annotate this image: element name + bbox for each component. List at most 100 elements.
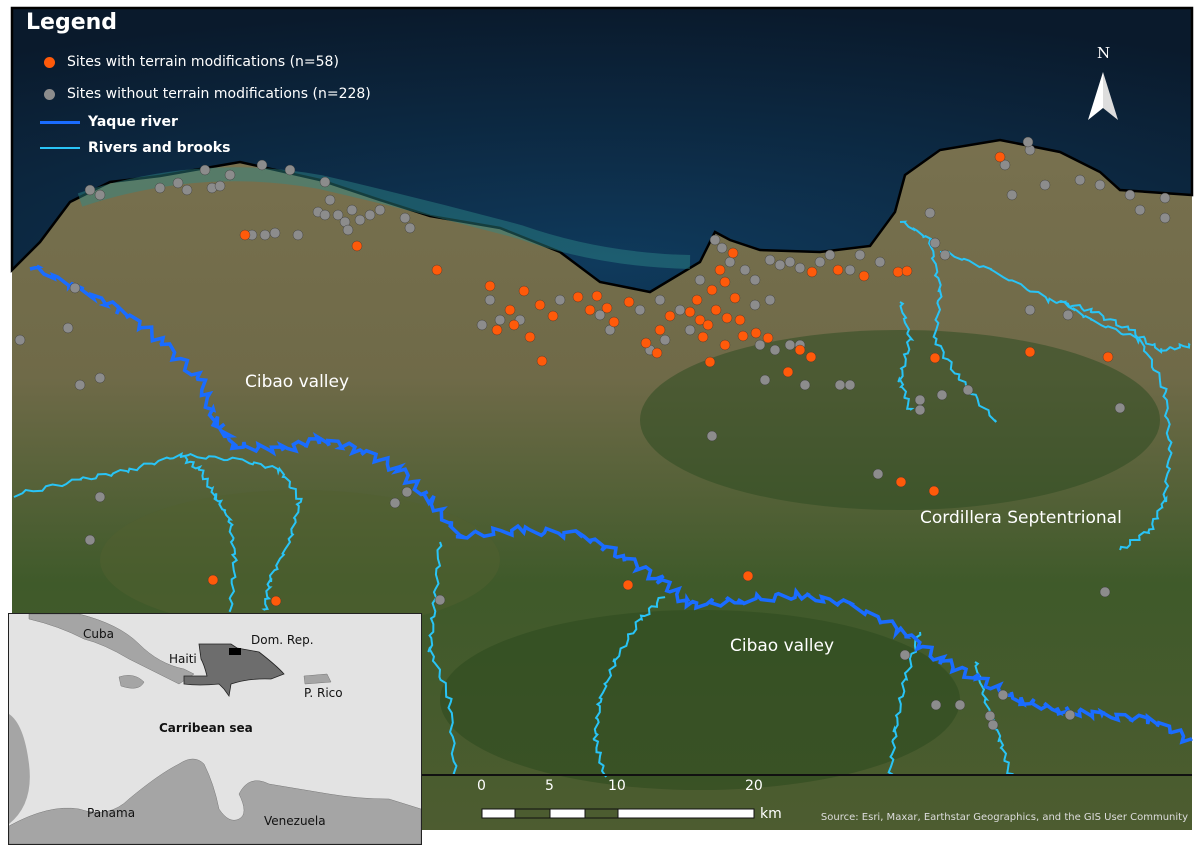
site-modified-marker[interactable] bbox=[601, 302, 613, 314]
site-unmodified-marker[interactable] bbox=[924, 207, 936, 219]
site-modified-marker[interactable] bbox=[721, 312, 733, 324]
site-modified-marker[interactable] bbox=[719, 339, 731, 351]
site-unmodified-marker[interactable] bbox=[987, 719, 999, 731]
site-unmodified-marker[interactable] bbox=[259, 229, 271, 241]
site-modified-marker[interactable] bbox=[536, 355, 548, 367]
site-unmodified-marker[interactable] bbox=[844, 264, 856, 276]
site-modified-marker[interactable] bbox=[608, 316, 620, 328]
site-unmodified-marker[interactable] bbox=[401, 486, 413, 498]
site-unmodified-marker[interactable] bbox=[929, 237, 941, 249]
site-unmodified-marker[interactable] bbox=[872, 468, 884, 480]
site-modified-marker[interactable] bbox=[691, 294, 703, 306]
site-modified-marker[interactable] bbox=[727, 247, 739, 259]
site-unmodified-marker[interactable] bbox=[1124, 189, 1136, 201]
site-modified-marker[interactable] bbox=[484, 280, 496, 292]
site-unmodified-marker[interactable] bbox=[214, 180, 226, 192]
site-modified-marker[interactable] bbox=[491, 324, 503, 336]
site-unmodified-marker[interactable] bbox=[389, 497, 401, 509]
site-unmodified-marker[interactable] bbox=[434, 594, 446, 606]
site-modified-marker[interactable] bbox=[534, 299, 546, 311]
site-modified-marker[interactable] bbox=[654, 324, 666, 336]
site-unmodified-marker[interactable] bbox=[399, 212, 411, 224]
site-modified-marker[interactable] bbox=[508, 319, 520, 331]
site-modified-marker[interactable] bbox=[929, 352, 941, 364]
site-unmodified-marker[interactable] bbox=[814, 256, 826, 268]
site-unmodified-marker[interactable] bbox=[739, 264, 751, 276]
site-modified-marker[interactable] bbox=[832, 264, 844, 276]
site-modified-marker[interactable] bbox=[805, 351, 817, 363]
site-modified-marker[interactable] bbox=[651, 347, 663, 359]
site-unmodified-marker[interactable] bbox=[342, 224, 354, 236]
site-unmodified-marker[interactable] bbox=[764, 294, 776, 306]
site-modified-marker[interactable] bbox=[270, 595, 282, 607]
site-modified-marker[interactable] bbox=[858, 270, 870, 282]
site-unmodified-marker[interactable] bbox=[784, 339, 796, 351]
site-unmodified-marker[interactable] bbox=[1064, 709, 1076, 721]
site-unmodified-marker[interactable] bbox=[269, 227, 281, 239]
site-unmodified-marker[interactable] bbox=[914, 404, 926, 416]
site-unmodified-marker[interactable] bbox=[364, 209, 376, 221]
site-unmodified-marker[interactable] bbox=[256, 159, 268, 171]
site-unmodified-marker[interactable] bbox=[962, 384, 974, 396]
site-unmodified-marker[interactable] bbox=[674, 304, 686, 316]
site-unmodified-marker[interactable] bbox=[374, 204, 386, 216]
site-unmodified-marker[interactable] bbox=[476, 319, 488, 331]
site-unmodified-marker[interactable] bbox=[784, 256, 796, 268]
site-unmodified-marker[interactable] bbox=[1134, 204, 1146, 216]
site-modified-marker[interactable] bbox=[794, 344, 806, 356]
site-unmodified-marker[interactable] bbox=[554, 294, 566, 306]
site-unmodified-marker[interactable] bbox=[834, 379, 846, 391]
site-unmodified-marker[interactable] bbox=[1062, 309, 1074, 321]
site-unmodified-marker[interactable] bbox=[724, 256, 736, 268]
site-modified-marker[interactable] bbox=[806, 266, 818, 278]
site-unmodified-marker[interactable] bbox=[997, 689, 1009, 701]
site-modified-marker[interactable] bbox=[750, 327, 762, 339]
site-unmodified-marker[interactable] bbox=[84, 534, 96, 546]
site-unmodified-marker[interactable] bbox=[14, 334, 26, 346]
site-modified-marker[interactable] bbox=[901, 265, 913, 277]
site-modified-marker[interactable] bbox=[572, 291, 584, 303]
site-unmodified-marker[interactable] bbox=[1024, 304, 1036, 316]
site-modified-marker[interactable] bbox=[622, 579, 634, 591]
site-unmodified-marker[interactable] bbox=[319, 176, 331, 188]
site-unmodified-marker[interactable] bbox=[354, 214, 366, 226]
site-modified-marker[interactable] bbox=[640, 337, 652, 349]
site-unmodified-marker[interactable] bbox=[94, 372, 106, 384]
site-modified-marker[interactable] bbox=[591, 290, 603, 302]
site-unmodified-marker[interactable] bbox=[94, 491, 106, 503]
site-unmodified-marker[interactable] bbox=[954, 699, 966, 711]
site-unmodified-marker[interactable] bbox=[1074, 174, 1086, 186]
site-unmodified-marker[interactable] bbox=[716, 242, 728, 254]
site-unmodified-marker[interactable] bbox=[654, 294, 666, 306]
site-modified-marker[interactable] bbox=[239, 229, 251, 241]
site-modified-marker[interactable] bbox=[729, 292, 741, 304]
site-unmodified-marker[interactable] bbox=[404, 222, 416, 234]
site-modified-marker[interactable] bbox=[207, 574, 219, 586]
site-unmodified-marker[interactable] bbox=[939, 249, 951, 261]
site-unmodified-marker[interactable] bbox=[844, 379, 856, 391]
site-unmodified-marker[interactable] bbox=[1022, 136, 1034, 148]
site-modified-marker[interactable] bbox=[664, 310, 676, 322]
site-modified-marker[interactable] bbox=[706, 284, 718, 296]
site-unmodified-marker[interactable] bbox=[1159, 192, 1171, 204]
site-unmodified-marker[interactable] bbox=[706, 430, 718, 442]
site-unmodified-marker[interactable] bbox=[62, 322, 74, 334]
site-unmodified-marker[interactable] bbox=[774, 259, 786, 271]
site-modified-marker[interactable] bbox=[994, 151, 1006, 163]
site-modified-marker[interactable] bbox=[697, 331, 709, 343]
site-unmodified-marker[interactable] bbox=[74, 379, 86, 391]
site-modified-marker[interactable] bbox=[928, 485, 940, 497]
site-unmodified-marker[interactable] bbox=[769, 344, 781, 356]
site-unmodified-marker[interactable] bbox=[709, 234, 721, 246]
site-modified-marker[interactable] bbox=[895, 476, 907, 488]
site-unmodified-marker[interactable] bbox=[854, 249, 866, 261]
site-modified-marker[interactable] bbox=[710, 304, 722, 316]
site-unmodified-marker[interactable] bbox=[1099, 586, 1111, 598]
site-unmodified-marker[interactable] bbox=[224, 169, 236, 181]
site-modified-marker[interactable] bbox=[504, 304, 516, 316]
site-modified-marker[interactable] bbox=[762, 332, 774, 344]
site-unmodified-marker[interactable] bbox=[319, 209, 331, 221]
site-unmodified-marker[interactable] bbox=[1039, 179, 1051, 191]
site-unmodified-marker[interactable] bbox=[749, 299, 761, 311]
site-modified-marker[interactable] bbox=[351, 240, 363, 252]
